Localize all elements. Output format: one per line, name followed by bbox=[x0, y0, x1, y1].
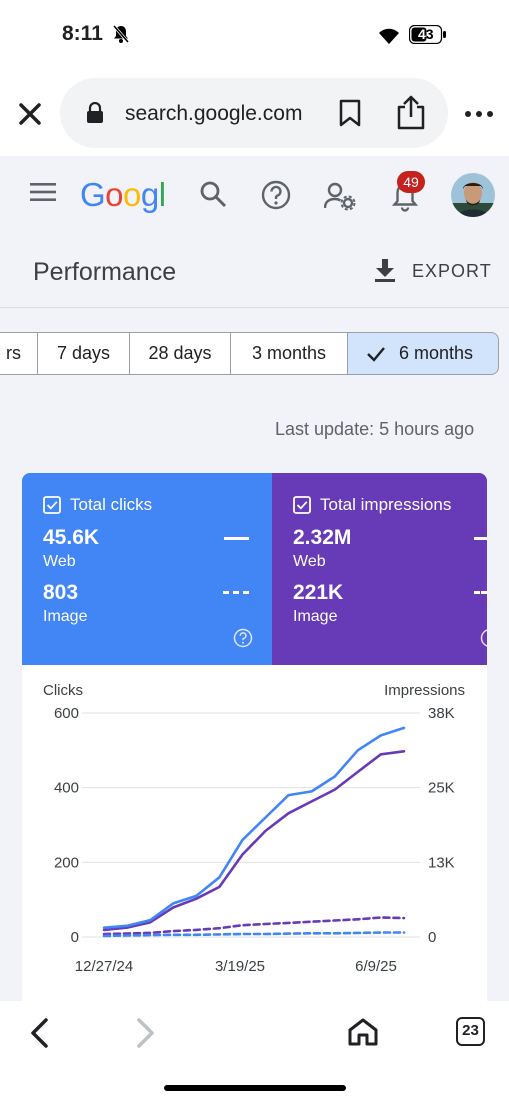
y-tick-right: 0 bbox=[428, 929, 436, 946]
x-tick-label: 6/9/25 bbox=[355, 958, 397, 975]
series-line-1 bbox=[102, 750, 406, 932]
wifi-icon bbox=[379, 28, 399, 44]
battery-level: 43 bbox=[418, 26, 434, 42]
y-tick-right: 13K bbox=[428, 854, 455, 871]
home-indicator bbox=[164, 1085, 346, 1091]
impressions-image-value: 221K bbox=[293, 581, 344, 604]
range-option-6-months[interactable]: 6 months bbox=[347, 332, 499, 375]
url-text[interactable]: search.google.com bbox=[125, 102, 303, 125]
manage-users-icon[interactable] bbox=[324, 181, 356, 211]
series-line-3 bbox=[102, 916, 406, 936]
bell-muted-icon bbox=[112, 25, 130, 43]
x-tick-label: 3/19/25 bbox=[215, 958, 265, 975]
notification-badge: 49 bbox=[397, 171, 425, 193]
forward-arrow-icon[interactable] bbox=[135, 1017, 157, 1049]
date-range-selector: rs 7 days 28 days 3 months 6 months bbox=[0, 332, 509, 376]
more-options-icon[interactable] bbox=[463, 104, 495, 124]
browser-bar: search.google.com bbox=[0, 70, 509, 156]
help-icon[interactable] bbox=[480, 628, 487, 648]
range-option-label: 6 months bbox=[399, 343, 474, 363]
page-title: Performance bbox=[33, 258, 177, 286]
dashed-line-legend bbox=[474, 591, 487, 594]
y-tick-left: 400 bbox=[54, 780, 79, 797]
clicks-image-value: 803 bbox=[43, 581, 79, 604]
impressions-image-label: Image bbox=[293, 608, 338, 625]
help-icon[interactable] bbox=[261, 180, 291, 210]
y-tick-right: 38K bbox=[428, 705, 455, 722]
metric-title: Total impressions bbox=[320, 495, 452, 514]
hamburger-menu-icon[interactable] bbox=[30, 182, 56, 202]
range-option-3-months[interactable]: 3 months bbox=[230, 332, 348, 375]
address-bar[interactable]: search.google.com bbox=[60, 78, 448, 148]
google-logo[interactable]: Googl bbox=[80, 176, 166, 213]
tab-switcher-button[interactable]: 23 bbox=[456, 1017, 485, 1046]
check-icon bbox=[367, 347, 385, 362]
y-axis-left-title: Clicks bbox=[43, 682, 83, 699]
x-tick-label: 12/27/24 bbox=[75, 958, 133, 975]
lock-icon bbox=[87, 102, 103, 123]
impressions-web-value: 2.32M bbox=[293, 526, 352, 549]
series-line-0 bbox=[102, 726, 406, 930]
impressions-web-label: Web bbox=[293, 553, 326, 570]
status-bar: 8:11 43 bbox=[0, 0, 509, 70]
series-line-2 bbox=[102, 931, 406, 938]
help-icon[interactable] bbox=[233, 628, 253, 648]
y-tick-left: 600 bbox=[54, 705, 79, 722]
bookmark-icon[interactable] bbox=[338, 99, 362, 127]
close-icon[interactable] bbox=[16, 100, 44, 128]
total-impressions-card[interactable]: Total impressions 2.32M Web 221K Image bbox=[272, 473, 487, 665]
app-header: Googl 49 bbox=[0, 156, 509, 236]
range-option-28-days[interactable]: 28 days bbox=[129, 332, 231, 375]
battery-icon: 43 bbox=[408, 24, 447, 45]
checkbox-checked-icon[interactable] bbox=[293, 496, 311, 514]
home-icon[interactable] bbox=[348, 1018, 378, 1046]
performance-bar: Performance EXPORT bbox=[0, 236, 509, 308]
share-icon[interactable] bbox=[396, 95, 426, 131]
solid-line-legend bbox=[474, 537, 487, 540]
export-button[interactable]: EXPORT bbox=[412, 261, 492, 281]
y-tick-left: 200 bbox=[54, 854, 79, 871]
status-time: 8:11 bbox=[62, 22, 103, 45]
browser-toolbar: 23 bbox=[0, 1001, 509, 1104]
range-option-hours[interactable]: rs bbox=[0, 332, 38, 375]
range-option-7-days[interactable]: 7 days bbox=[37, 332, 130, 375]
metric-title: Total clicks bbox=[70, 495, 153, 514]
download-icon[interactable] bbox=[374, 258, 396, 282]
performance-card: Total clicks 45.6K Web 803 Image Total i… bbox=[22, 473, 487, 1001]
clicks-web-label: Web bbox=[43, 553, 76, 570]
total-clicks-card[interactable]: Total clicks 45.6K Web 803 Image bbox=[22, 473, 272, 665]
solid-line-legend bbox=[224, 537, 249, 540]
last-update-text: Last update: 5 hours ago bbox=[275, 419, 475, 439]
y-axis-right-title: Impressions bbox=[384, 682, 465, 699]
checkbox-checked-icon[interactable] bbox=[43, 496, 61, 514]
search-icon[interactable] bbox=[199, 180, 227, 208]
dashed-line-legend bbox=[223, 591, 249, 594]
y-tick-left: 0 bbox=[71, 929, 79, 946]
clicks-web-value: 45.6K bbox=[43, 526, 100, 549]
search-console-page: Googl 49 bbox=[0, 156, 509, 1001]
performance-chart: Clicks Impressions 0 0 200 13K 400 25K 600 38K 12/… bbox=[43, 682, 465, 975]
avatar[interactable] bbox=[451, 173, 495, 217]
y-tick-right: 25K bbox=[428, 780, 455, 797]
back-arrow-icon[interactable] bbox=[28, 1017, 50, 1049]
clicks-image-label: Image bbox=[43, 608, 88, 625]
